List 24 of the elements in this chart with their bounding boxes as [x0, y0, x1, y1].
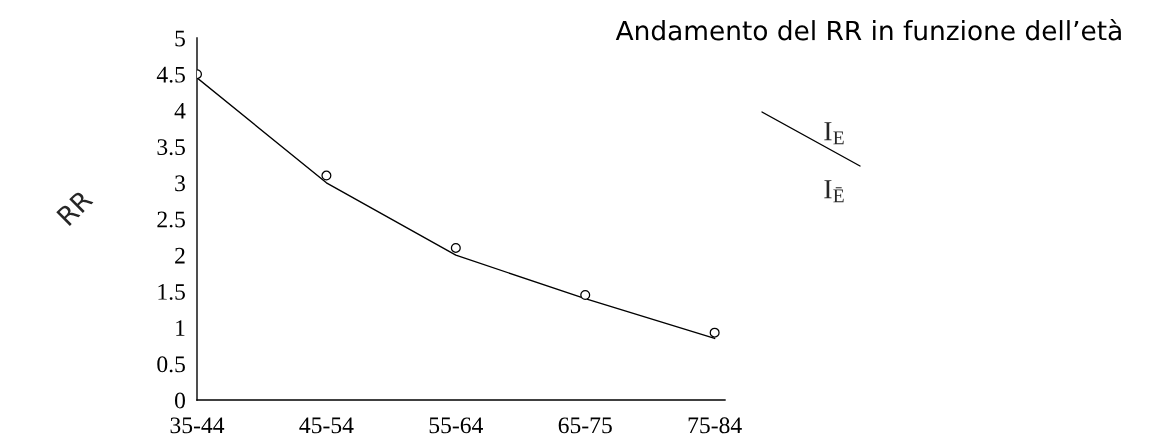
x-tick-label: 65-75 [558, 417, 612, 434]
y-tick-label: 1.5 [158, 284, 185, 300]
y-tick-label: 4.5 [156, 66, 185, 83]
x-tick-label: 75-84 [688, 417, 742, 434]
y-tick-label: 3 [175, 175, 185, 192]
text: I$_{Ē}$ [824, 180, 844, 203]
point [321, 170, 332, 181]
x-tick-label: 45-54 [299, 417, 354, 434]
y-tick-label: 2.5 [157, 211, 185, 228]
text: I$_{E}$ [824, 122, 844, 145]
text: Andamento del RR in funzione dell’età [615, 19, 1121, 41]
x-tick-label: 55-64 [429, 417, 483, 434]
y-tick-label: 1 [176, 320, 185, 336]
point [450, 242, 461, 253]
y-tick-label: 2 [175, 247, 185, 264]
point [580, 290, 591, 301]
y-axis-title: RR [56, 188, 94, 226]
y-tick-label: 3.5 [157, 139, 185, 156]
y-tick-label: 0.5 [157, 356, 185, 373]
y-tick-label: 0 [174, 392, 185, 409]
point [709, 327, 720, 338]
y-tick-label: 5 [175, 30, 185, 47]
x-tick-label: 35-44 [170, 417, 225, 434]
y-tick-label: 4 [174, 103, 186, 119]
